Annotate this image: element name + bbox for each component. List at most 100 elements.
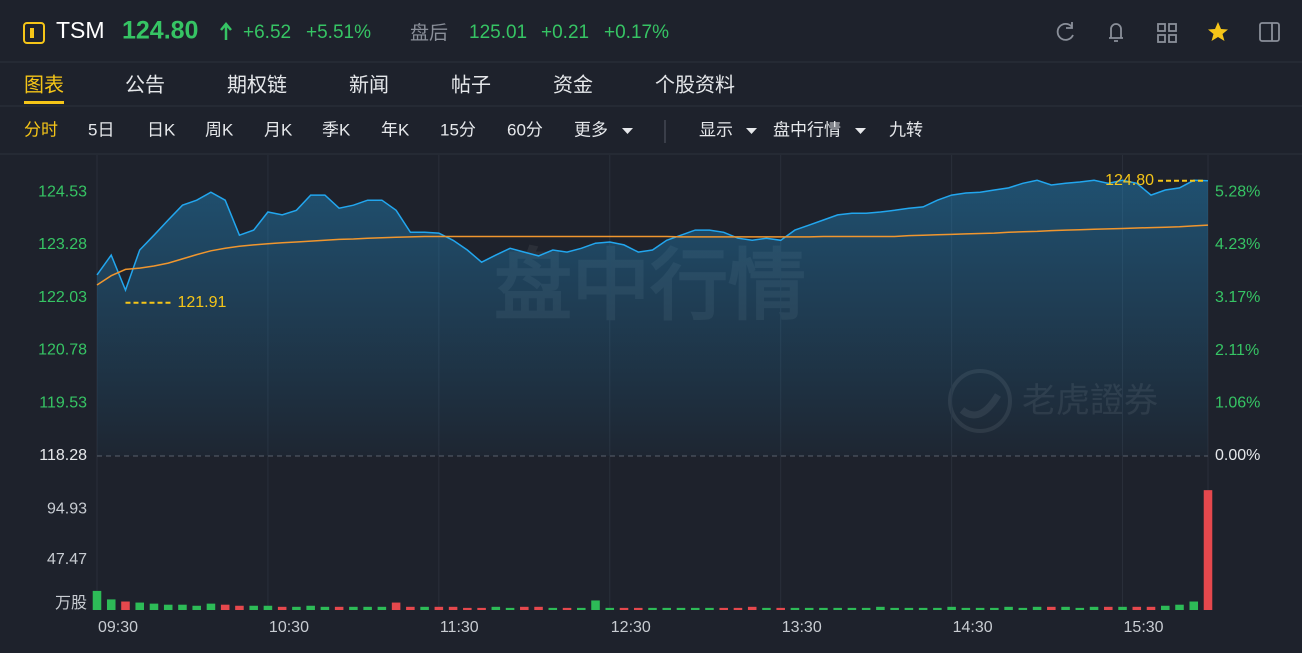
period[interactable]: 更多 [574,120,608,139]
tab[interactable]: 个股资料 [655,73,735,96]
volume-bar [149,603,159,610]
volume-bar [833,607,842,610]
option[interactable]: 九转 [889,120,923,139]
y-tick-label: 120.78 [38,342,87,359]
volume-bar [804,607,814,610]
period[interactable]: 年K [381,120,410,139]
volume-bar [633,607,643,610]
volume-bar [520,606,529,610]
volume-bar [1175,604,1184,610]
volume-bar [819,607,828,610]
dropdown-icon [855,128,866,134]
tab[interactable]: 新闻 [349,73,389,96]
tab[interactable]: 帖子 [451,73,491,96]
y2-tick-label: 1.06% [1215,394,1260,411]
up-arrow [220,22,232,40]
x-tick-label: 10:30 [269,619,309,636]
volume-bar [847,607,857,610]
volume-bar [448,606,458,610]
volume-bar [505,607,515,610]
volume-bar [1160,605,1170,610]
volume-bar [406,606,415,610]
volume-bar [292,606,301,610]
option[interactable]: 盘中行情 [773,120,841,139]
volume-bar [1132,606,1142,610]
after-change: +0.21 [541,22,589,43]
y-tick-label: 122.03 [38,289,87,306]
volume-bar [1075,607,1085,610]
volume-bar [1189,601,1199,610]
tab[interactable]: 图表 [24,73,64,96]
period[interactable]: 日K [147,120,176,139]
volume-bar [349,606,358,610]
tab-underline [24,101,64,104]
period[interactable]: 分时 [24,120,58,139]
volume-bar [890,607,899,610]
volume-bar [334,606,344,610]
volume-bar [990,607,999,610]
volume-bar [1118,606,1127,610]
grid-icon[interactable] [1157,23,1177,43]
volume-bar [876,606,885,610]
panel-icon[interactable] [1259,22,1280,42]
bell-icon[interactable] [1109,23,1123,42]
price: 124.80 [122,17,198,45]
volume-bar [904,607,914,610]
volume-bar [733,607,743,610]
star-icon[interactable] [1208,22,1228,41]
tab[interactable]: 期权链 [227,73,287,96]
volume-bar [947,606,956,610]
volume-bar [363,606,372,610]
refresh-icon[interactable] [1056,22,1074,41]
tab[interactable]: 资金 [553,73,593,96]
volume-bar [106,599,116,610]
volume-bar [277,606,287,610]
period[interactable]: 15分 [440,120,476,139]
volume-bar [391,602,401,610]
volume-bar [933,607,942,610]
change-pct: +5.51% [306,22,371,43]
volume-bar [591,600,600,610]
volume-bar [306,605,315,610]
tab[interactable]: 公告 [125,73,165,96]
volume-bar [619,607,629,610]
y-tick-label: 118.28 [39,447,87,464]
annotation-label: 124.80 [1105,172,1154,189]
change: +6.52 [243,22,291,43]
volume-bar [1203,490,1213,610]
volume-bar [420,606,429,610]
price-area [97,180,1208,457]
volume-bar [263,605,273,610]
volume-bar [463,607,472,610]
volume-bar [1146,606,1156,610]
volume-bar [548,607,558,610]
period[interactable]: 5日 [88,120,114,139]
symbol-icon [23,22,45,44]
period[interactable]: 周K [205,120,234,139]
volume-bar [648,607,657,610]
after-label: 盘后 [410,22,448,44]
symbol: TSM [56,17,105,43]
volume-bar [163,604,173,610]
volume-tick-label: 万股 [55,594,87,612]
volume-bar [320,606,330,610]
volume-bar [662,607,672,610]
volume-bar [676,607,686,610]
volume-bar [235,605,244,610]
period[interactable]: 季K [322,120,351,139]
volume-bar [762,607,771,610]
period[interactable]: 60分 [507,120,543,139]
y-tick-label: 119.53 [39,394,87,411]
period[interactable]: 月K [264,120,293,139]
volume-bar [705,607,714,610]
volume-bar [562,607,572,610]
x-tick-label: 11:30 [440,619,479,636]
option[interactable]: 显示 [699,120,733,139]
volume-bar [477,607,486,610]
y2-tick-label: 0.00% [1215,447,1260,464]
x-tick-label: 14:30 [953,619,993,636]
volume-bar [1018,607,1028,610]
volume-bar [605,607,615,610]
